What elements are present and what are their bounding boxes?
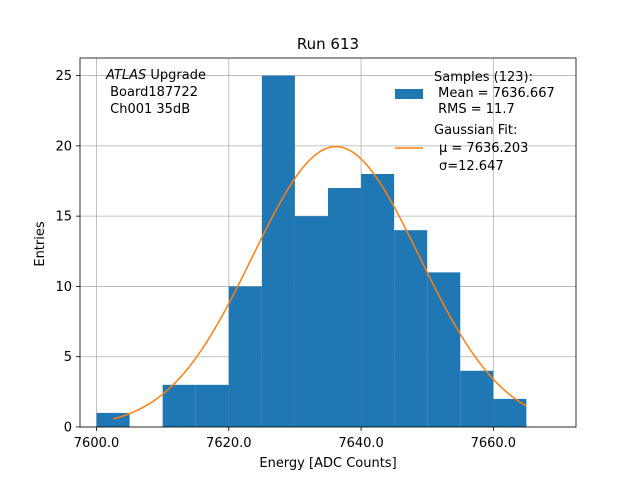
histogram-bar	[261, 75, 295, 428]
x-axis-ticks: 7600.0 7620.0 7640.0 7660.0	[74, 427, 516, 451]
chart-title: Run 613	[297, 35, 359, 53]
legend-samples-title: Samples (123):	[434, 70, 533, 85]
annotation-upgrade: Upgrade	[146, 68, 206, 83]
y-tick-label: 10	[55, 280, 72, 295]
annotation-atlas: ATLAS	[105, 68, 146, 83]
histogram-bar	[493, 398, 527, 427]
x-tick-label: 7600.0	[74, 436, 120, 451]
y-tick-label: 5	[64, 350, 72, 365]
annotation-line-1: ATLAS Upgrade	[105, 68, 206, 83]
y-tick-label: 0	[64, 421, 72, 436]
gaussian-fit-curve	[112, 145, 527, 420]
y-tick-label: 15	[55, 210, 72, 225]
histogram-bar	[162, 384, 196, 427]
x-tick-label: 7640.0	[338, 436, 384, 451]
axes-frame	[79, 57, 577, 428]
y-axis-ticks: 0 5 10 15 20 25	[55, 69, 80, 436]
histogram-bar	[328, 188, 362, 427]
histogram-bar	[195, 384, 229, 427]
legend-samples-swatch	[395, 89, 423, 99]
legend-fit-sigma: σ=12.647	[439, 159, 504, 174]
legend-fit-mu: μ = 7636.203	[439, 141, 528, 156]
histogram-bar	[361, 173, 395, 427]
histogram-bars	[96, 75, 527, 428]
histogram-bar	[460, 370, 494, 427]
y-tick-label: 20	[55, 139, 72, 154]
y-tick-label: 25	[55, 69, 72, 84]
legend-samples-mean: Mean = 7636.667	[434, 86, 555, 101]
legend: Samples (123): Mean = 7636.667 RMS = 11.…	[395, 70, 555, 174]
histogram-bar	[294, 216, 328, 427]
legend-fit-title: Gaussian Fit:	[434, 123, 517, 138]
legend-samples-rms: RMS = 11.7	[434, 102, 515, 117]
annotation-board: Board187722	[106, 85, 198, 100]
x-tick-label: 7660.0	[471, 436, 517, 451]
annotation-block: ATLAS Upgrade Board187722 Ch001 35dB	[105, 68, 206, 117]
annotation-channel: Ch001 35dB	[106, 102, 190, 117]
histogram-bar	[427, 272, 461, 427]
histogram-bar	[228, 286, 262, 427]
x-tick-label: 7620.0	[206, 436, 252, 451]
x-axis-label: Energy [ADC Counts]	[259, 456, 396, 471]
histogram-bar	[394, 230, 428, 427]
y-axis-label: Entries	[33, 221, 48, 267]
